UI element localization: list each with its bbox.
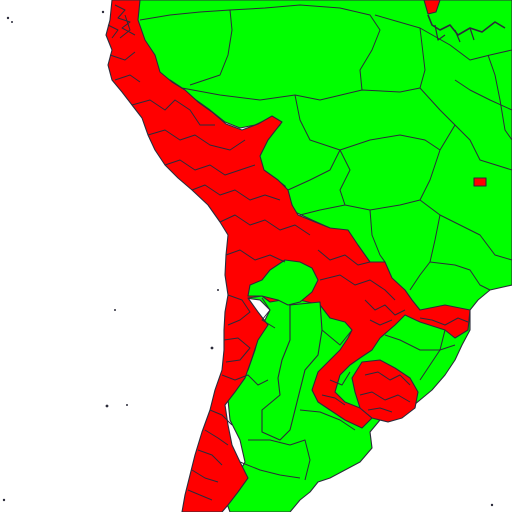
- boundary-line: [299, 204, 346, 216]
- boundary-line: [225, 249, 286, 263]
- boundary-line: [227, 294, 251, 326]
- boundary-line: [223, 337, 251, 363]
- boundary-line: [261, 297, 276, 329]
- boundary-line: [181, 87, 421, 101]
- boundary-line: [319, 274, 396, 301]
- boundary-line: [339, 124, 456, 151]
- island: [2, 498, 6, 502]
- boundary-line: [187, 449, 223, 501]
- boundary-line: [294, 94, 371, 211]
- island: [217, 289, 219, 291]
- boundary-line: [131, 99, 215, 126]
- boundary-line: [321, 329, 353, 346]
- island: [490, 503, 494, 507]
- boundary-line: [317, 249, 371, 266]
- boundary-line: [321, 371, 351, 406]
- boundary-line: [369, 209, 386, 263]
- island: [101, 10, 105, 14]
- boundary-line: [359, 371, 411, 413]
- green-region-chaco: [247, 259, 319, 306]
- boundary-line: [419, 199, 512, 261]
- island: [114, 309, 116, 311]
- red-enclave-northeast: [473, 177, 487, 187]
- boundary-line: [229, 4, 381, 91]
- boundary-line: [191, 184, 281, 201]
- boundary-line: [109, 14, 141, 83]
- red-region-andes: [105, 0, 471, 512]
- river-line: [427, 14, 506, 36]
- boundary-line: [139, 9, 233, 86]
- boundary-line: [419, 329, 446, 381]
- island: [11, 21, 13, 23]
- boundary-line: [221, 374, 269, 386]
- boundary-line: [384, 334, 456, 351]
- boundary-line: [419, 27, 512, 171]
- boundary-line: [487, 54, 512, 141]
- boundary-line: [147, 129, 246, 151]
- boundary-line: [364, 299, 406, 326]
- boundary-line: [299, 409, 356, 431]
- island: [6, 16, 10, 20]
- red-region-uruguay: [351, 359, 419, 423]
- green-region-cuyo: [261, 301, 323, 441]
- river-line: [434, 24, 475, 43]
- island: [126, 404, 128, 406]
- boundary-line: [429, 261, 491, 291]
- boundary-line: [374, 14, 512, 61]
- island: [105, 404, 109, 408]
- boundary-line: [204, 409, 233, 446]
- boundary-line: [419, 317, 469, 326]
- red-enclave-guianas: [423, 0, 441, 15]
- boundary-line: [164, 159, 256, 176]
- boundary-line: [239, 461, 301, 479]
- boundary-line: [107, 4, 136, 39]
- boundary-line: [219, 214, 311, 236]
- boundary-line: [248, 439, 311, 481]
- island: [210, 346, 214, 350]
- boundary-line: [287, 149, 341, 191]
